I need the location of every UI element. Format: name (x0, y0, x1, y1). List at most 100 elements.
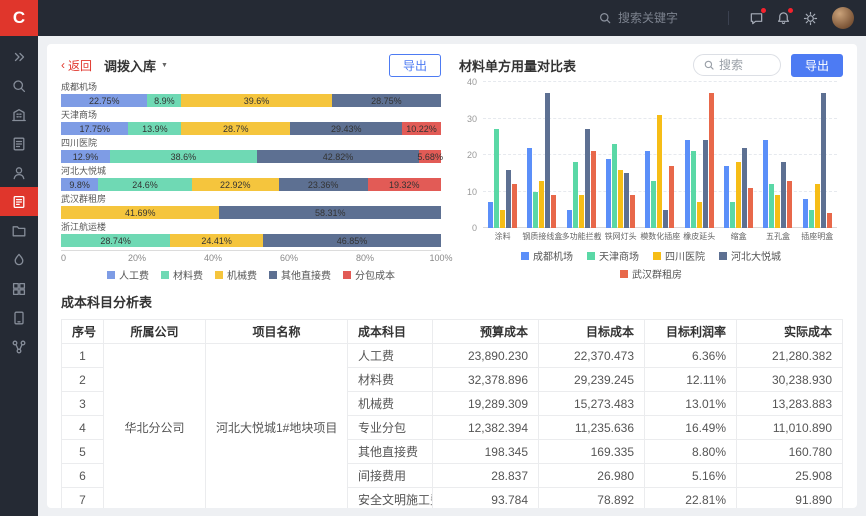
global-search[interactable] (598, 11, 710, 25)
back-link[interactable]: ‹ 返回 (61, 57, 92, 74)
legend-item[interactable]: 四川医院 (653, 248, 705, 263)
bar[interactable] (814, 184, 820, 228)
bar-segment[interactable]: 41.69% (61, 206, 220, 219)
sidebar-item-inventory[interactable] (0, 187, 38, 216)
bar[interactable] (506, 169, 512, 228)
bar-segment[interactable]: 24.6% (98, 178, 192, 191)
legend-item[interactable]: 人工费 (107, 267, 149, 282)
legend-item[interactable]: 机械费 (215, 267, 257, 282)
bar[interactable] (590, 151, 596, 228)
bar-segment[interactable]: 24.41% (170, 234, 263, 247)
bar[interactable] (566, 209, 572, 228)
sidebar-item-report[interactable] (0, 129, 38, 158)
bar[interactable] (702, 140, 708, 228)
bar-segment[interactable]: 9.8% (61, 178, 99, 191)
bar[interactable] (730, 202, 736, 228)
bar-segment[interactable]: 12.9% (61, 150, 111, 163)
sidebar-item-ink[interactable] (0, 245, 38, 274)
bar[interactable] (769, 184, 775, 228)
bar-segment[interactable]: 58.31% (219, 206, 441, 219)
bar-segment[interactable]: 28.7% (181, 122, 291, 135)
bar-segment[interactable]: 10.22% (402, 122, 441, 135)
bar[interactable] (669, 165, 675, 228)
bar[interactable] (684, 140, 690, 228)
bar-segment[interactable]: 5.68% (417, 150, 443, 163)
bar-segment[interactable]: 22.92% (191, 178, 279, 191)
bar[interactable] (584, 129, 590, 228)
chart-search[interactable] (692, 54, 781, 76)
sidebar-item-folder[interactable] (0, 216, 38, 245)
export-button-right[interactable]: 导出 (790, 53, 843, 77)
legend-item[interactable]: 武汉群租房 (620, 266, 682, 281)
bar[interactable] (781, 162, 787, 228)
user-avatar[interactable] (832, 7, 854, 29)
bar[interactable] (606, 158, 612, 228)
bar[interactable] (551, 195, 557, 228)
sidebar-item-package[interactable] (0, 274, 38, 303)
bar[interactable] (500, 209, 506, 228)
bar-segment[interactable]: 13.9% (128, 122, 182, 135)
bar[interactable] (808, 209, 814, 228)
bar[interactable] (488, 202, 494, 228)
bar[interactable] (724, 165, 730, 228)
bar[interactable] (545, 92, 551, 228)
sidebar-item-device[interactable] (0, 303, 38, 332)
sidebar-item-expand[interactable] (0, 42, 38, 71)
sidebar-item-user[interactable] (0, 158, 38, 187)
bar-segment[interactable]: 19.32% (367, 178, 441, 191)
legend-item[interactable]: 河北大悦城 (719, 248, 781, 263)
bar[interactable] (775, 195, 781, 228)
bar-segment[interactable]: 23.36% (278, 178, 368, 191)
bar[interactable] (663, 209, 669, 228)
bar[interactable] (742, 147, 748, 228)
bar-segment[interactable]: 28.75% (331, 94, 441, 107)
bar-segment[interactable]: 17.75% (61, 122, 129, 135)
legend-item[interactable]: 天津商场 (587, 248, 639, 263)
bar[interactable] (612, 144, 618, 228)
bar[interactable] (618, 169, 624, 228)
sidebar-item-flow[interactable] (0, 332, 38, 361)
bar[interactable] (787, 180, 793, 228)
bar[interactable] (539, 180, 545, 228)
legend-item[interactable]: 其他直接费 (269, 267, 331, 282)
bar-segment[interactable]: 38.6% (110, 150, 257, 163)
messages-button[interactable] (743, 5, 770, 32)
bar[interactable] (763, 140, 769, 228)
bar[interactable] (748, 187, 754, 228)
bar[interactable] (826, 213, 832, 228)
bar[interactable] (578, 195, 584, 228)
bar[interactable] (657, 114, 663, 228)
app-logo[interactable]: C (0, 0, 38, 36)
page-title-dropdown[interactable]: 调拨入库 ▼ (104, 56, 168, 75)
bar[interactable] (708, 92, 714, 228)
bar-segment[interactable]: 29.43% (290, 122, 403, 135)
bar[interactable] (624, 173, 630, 228)
bar-segment[interactable]: 39.6% (181, 94, 332, 107)
bar[interactable] (802, 198, 808, 228)
bar[interactable] (512, 184, 518, 228)
chart-search-input[interactable] (718, 58, 771, 72)
bar[interactable] (494, 129, 500, 228)
bar[interactable] (696, 202, 702, 228)
export-button-left[interactable]: 导出 (388, 53, 441, 77)
bar[interactable] (630, 195, 636, 228)
bar[interactable] (645, 151, 651, 228)
bar[interactable] (533, 191, 539, 228)
notifications-button[interactable] (770, 5, 797, 32)
sidebar-item-search[interactable] (0, 71, 38, 100)
global-search-input[interactable] (618, 11, 710, 25)
legend-item[interactable]: 分包成本 (343, 267, 395, 282)
bar-segment[interactable]: 22.75% (61, 94, 148, 107)
bar-segment[interactable]: 28.74% (61, 234, 171, 247)
bar[interactable] (736, 162, 742, 228)
bar-segment[interactable]: 42.82% (256, 150, 420, 163)
bar[interactable] (820, 92, 826, 228)
bar-segment[interactable]: 8.9% (147, 94, 182, 107)
bar-segment[interactable]: 46.85% (262, 234, 441, 247)
legend-item[interactable]: 成都机场 (521, 248, 573, 263)
sidebar-item-building[interactable] (0, 100, 38, 129)
bar[interactable] (527, 147, 533, 228)
legend-item[interactable]: 材料费 (161, 267, 203, 282)
bar[interactable] (690, 151, 696, 228)
bar[interactable] (651, 180, 657, 228)
